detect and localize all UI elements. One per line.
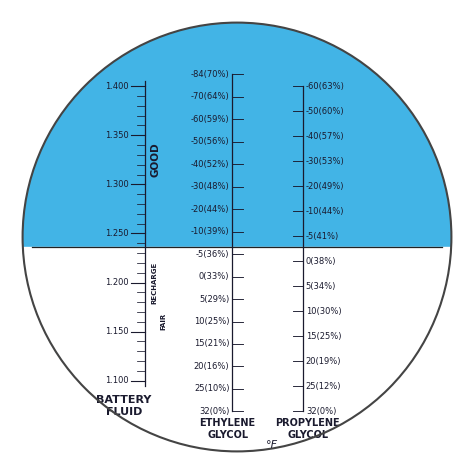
Bar	[18, 247, 456, 473]
Text: FAIR: FAIR	[160, 313, 166, 330]
Text: 25(12%): 25(12%)	[306, 382, 341, 391]
Text: 1.400: 1.400	[105, 82, 128, 91]
Text: -50(60%): -50(60%)	[306, 107, 345, 116]
Text: -30(48%): -30(48%)	[191, 182, 229, 191]
Text: -84(70%): -84(70%)	[191, 70, 229, 79]
Text: 1.350: 1.350	[105, 131, 128, 140]
Text: -20(49%): -20(49%)	[306, 182, 344, 191]
Text: -60(63%): -60(63%)	[306, 82, 345, 91]
Text: RECHARGE: RECHARGE	[152, 262, 157, 304]
Text: -40(57%): -40(57%)	[306, 132, 345, 141]
Text: 10(25%): 10(25%)	[194, 317, 229, 326]
Text: 0(38%): 0(38%)	[306, 257, 336, 266]
Text: °F: °F	[266, 440, 278, 450]
Text: -70(64%): -70(64%)	[191, 92, 229, 101]
Text: -30(53%): -30(53%)	[306, 157, 345, 166]
Text: 10(30%): 10(30%)	[306, 307, 341, 316]
Text: ETHYLENE
GLYCOL: ETHYLENE GLYCOL	[200, 419, 255, 440]
Text: 20(19%): 20(19%)	[306, 357, 341, 366]
Text: 5(34%): 5(34%)	[306, 282, 336, 291]
Text: 32(0%): 32(0%)	[306, 407, 336, 416]
Text: 1.250: 1.250	[105, 229, 128, 238]
Text: 1.100: 1.100	[105, 376, 128, 385]
Text: 1.150: 1.150	[105, 327, 128, 336]
Text: -10(39%): -10(39%)	[191, 227, 229, 236]
Text: GOOD: GOOD	[150, 143, 161, 177]
Text: BATTERY
FLUID: BATTERY FLUID	[96, 395, 152, 417]
Text: 1.300: 1.300	[105, 180, 128, 189]
Text: 0(33%): 0(33%)	[199, 272, 229, 281]
Text: -10(44%): -10(44%)	[306, 207, 344, 216]
Text: 15(21%): 15(21%)	[194, 339, 229, 348]
Text: 32(0%): 32(0%)	[199, 407, 229, 416]
Text: -40(52%): -40(52%)	[191, 160, 229, 169]
Circle shape	[23, 23, 451, 451]
Text: -60(59%): -60(59%)	[191, 115, 229, 124]
Text: -50(56%): -50(56%)	[191, 137, 229, 146]
Text: 25(10%): 25(10%)	[194, 384, 229, 393]
Text: -20(44%): -20(44%)	[191, 205, 229, 214]
Text: 15(25%): 15(25%)	[306, 332, 341, 341]
Text: PROPYLENE
GLYCOL: PROPYLENE GLYCOL	[275, 419, 340, 440]
Text: -5(41%): -5(41%)	[306, 232, 339, 241]
Text: 5(29%): 5(29%)	[199, 294, 229, 303]
Text: 1.200: 1.200	[105, 278, 128, 287]
Text: -5(36%): -5(36%)	[196, 250, 229, 259]
Text: 20(16%): 20(16%)	[194, 362, 229, 371]
